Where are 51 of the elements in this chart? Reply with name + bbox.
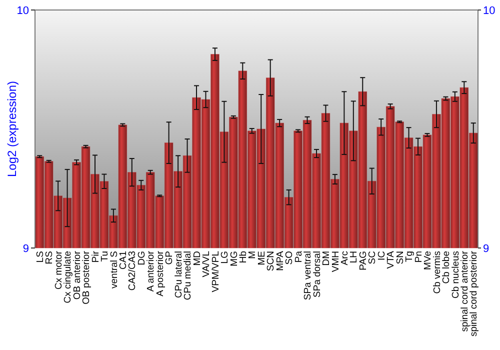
x-tick-label: CA1 — [118, 251, 129, 270]
x-tick-label: MPA — [274, 250, 286, 271]
x-tick-label: IC — [376, 250, 388, 260]
x-tick-label: ME — [256, 251, 268, 266]
x-tick-label: OB posterior — [81, 251, 92, 304]
x-tick-label: GP — [164, 251, 176, 265]
x-tick-label: SCN — [266, 250, 277, 272]
x-tick-label: MG — [228, 251, 240, 266]
x-tick-label: A anterior — [146, 251, 157, 292]
x-tick-label: PAG — [358, 251, 369, 270]
x-tick-label: spinal cord anterior — [459, 251, 470, 332]
x-tick-label: VPM/VPL — [210, 251, 222, 292]
x-tick-label: CA2/CA3 — [127, 251, 138, 291]
x-tick-label: Cb vermis — [432, 250, 443, 294]
x-tick-label: Tg — [404, 251, 416, 262]
y2-tick-label: 9 — [483, 242, 490, 255]
x-tick-label: LS — [34, 251, 46, 263]
x-tick-label: Cb lobe — [441, 251, 452, 284]
x-tick-label: SN — [394, 250, 406, 264]
x-tick-label: SC — [367, 250, 378, 264]
x-tick-label: M — [247, 250, 258, 259]
x-tick-label: Pa — [293, 250, 304, 263]
x-tick-label: Pir — [90, 251, 102, 263]
x-tick-label: DM — [321, 250, 332, 266]
x-tick-label: Cx cingulate — [62, 251, 74, 304]
x-tick-label: A posterior — [154, 251, 166, 296]
y2-tick-label: 10 — [483, 4, 496, 17]
x-tick-label: CPu lateral — [173, 251, 184, 298]
x-tick-label: spinal cord posterior — [468, 251, 480, 337]
x-tick-label: VA/VL — [201, 251, 212, 278]
x-tick-label: LG — [220, 251, 231, 264]
x-tick-label: Pn — [413, 251, 424, 263]
x-tick-label: RS — [44, 251, 56, 264]
x-tick-label: Tu — [100, 251, 111, 262]
x-tick-label: MD — [192, 250, 203, 266]
x-tick-label: LH — [348, 250, 360, 264]
x-tick-label: Arc — [340, 250, 350, 266]
x-tick-label: CPu medial — [182, 251, 194, 300]
x-tick-label: Cb nucleus — [450, 250, 462, 299]
x-tick-label: SPa dorsal — [312, 251, 323, 298]
y-axis-title: Log2 (expression) — [5, 80, 20, 178]
x-tick-label: VMH — [330, 250, 342, 272]
x-tick-label: VTA — [386, 250, 397, 269]
x-tick-label: ventral S — [108, 251, 120, 288]
x-tick-label: OB anterior — [72, 251, 83, 300]
x-tick-label: SO — [284, 251, 296, 265]
x-tick-label: Hb — [238, 251, 249, 264]
x-tick-label: MVe — [422, 251, 434, 270]
x-tick-label: DG — [136, 251, 148, 266]
x-tick-label: SPa ventral — [302, 251, 314, 300]
x-tick-label: Cx motor — [53, 251, 64, 290]
